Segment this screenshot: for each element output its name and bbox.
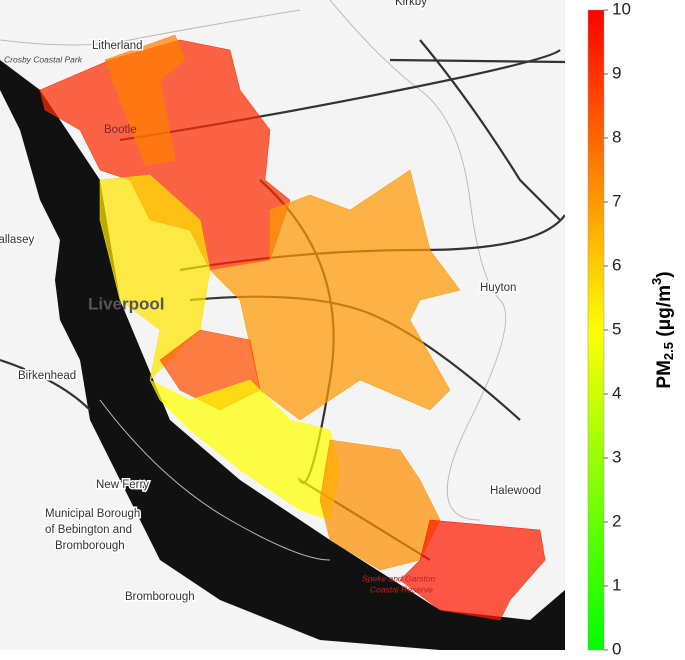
place-label: Bromborough — [125, 591, 195, 603]
road — [0, 358, 91, 411]
pollution-zone — [99, 174, 211, 381]
road — [99, 399, 331, 561]
colorbar-label: PM2.5 (μg/m3) — [649, 271, 676, 388]
road — [389, 58, 565, 64]
tick-label: 3 — [612, 447, 621, 466]
tick-label: 10 — [612, 0, 631, 18]
place-label: Speke and Garston — [362, 573, 436, 583]
pollution-zone — [104, 34, 186, 166]
place-label: Crosby Coastal Park — [4, 54, 83, 64]
tick-label: 4 — [612, 383, 621, 402]
place-label: Bootle — [104, 124, 137, 136]
colorbar — [587, 9, 605, 651]
place-label: Halewood — [490, 485, 541, 497]
place-label: Huyton — [480, 282, 516, 294]
place-label: Litherland — [92, 40, 143, 52]
place-label: Liverpool — [88, 294, 165, 313]
tick-label: 5 — [612, 319, 621, 338]
tick-label: 6 — [612, 255, 621, 274]
place-label: of Bebington and — [45, 524, 132, 536]
pollution-zone — [209, 169, 461, 421]
place-label: Wallasey — [0, 234, 34, 246]
place-label: New Ferry — [96, 479, 149, 491]
tick-label: 8 — [612, 127, 621, 146]
tick-label: 9 — [612, 63, 621, 82]
map: Kirkby Litherland Crosby Coastal Park Bo… — [0, 0, 565, 650]
road — [0, 9, 301, 46]
place-label: Municipal Borough — [45, 508, 140, 520]
pollution-zones — [39, 34, 546, 621]
tick-label: 7 — [612, 191, 621, 210]
river-mersey — [0, 60, 565, 650]
tick-label: 1 — [612, 575, 621, 594]
road — [329, 0, 507, 521]
tick-label: 0 — [612, 639, 621, 658]
colorbar-ticks: 0 1 2 3 4 5 6 7 8 9 10 — [604, 0, 631, 658]
place-label: Birkenhead — [18, 370, 76, 382]
pollution-zone — [399, 519, 546, 621]
road — [419, 39, 561, 221]
tick-label: 2 — [612, 511, 621, 530]
place-label: Bromborough — [55, 540, 125, 552]
place-label: Coastal Reserve — [370, 584, 433, 594]
place-label: Kirkby — [395, 0, 427, 8]
